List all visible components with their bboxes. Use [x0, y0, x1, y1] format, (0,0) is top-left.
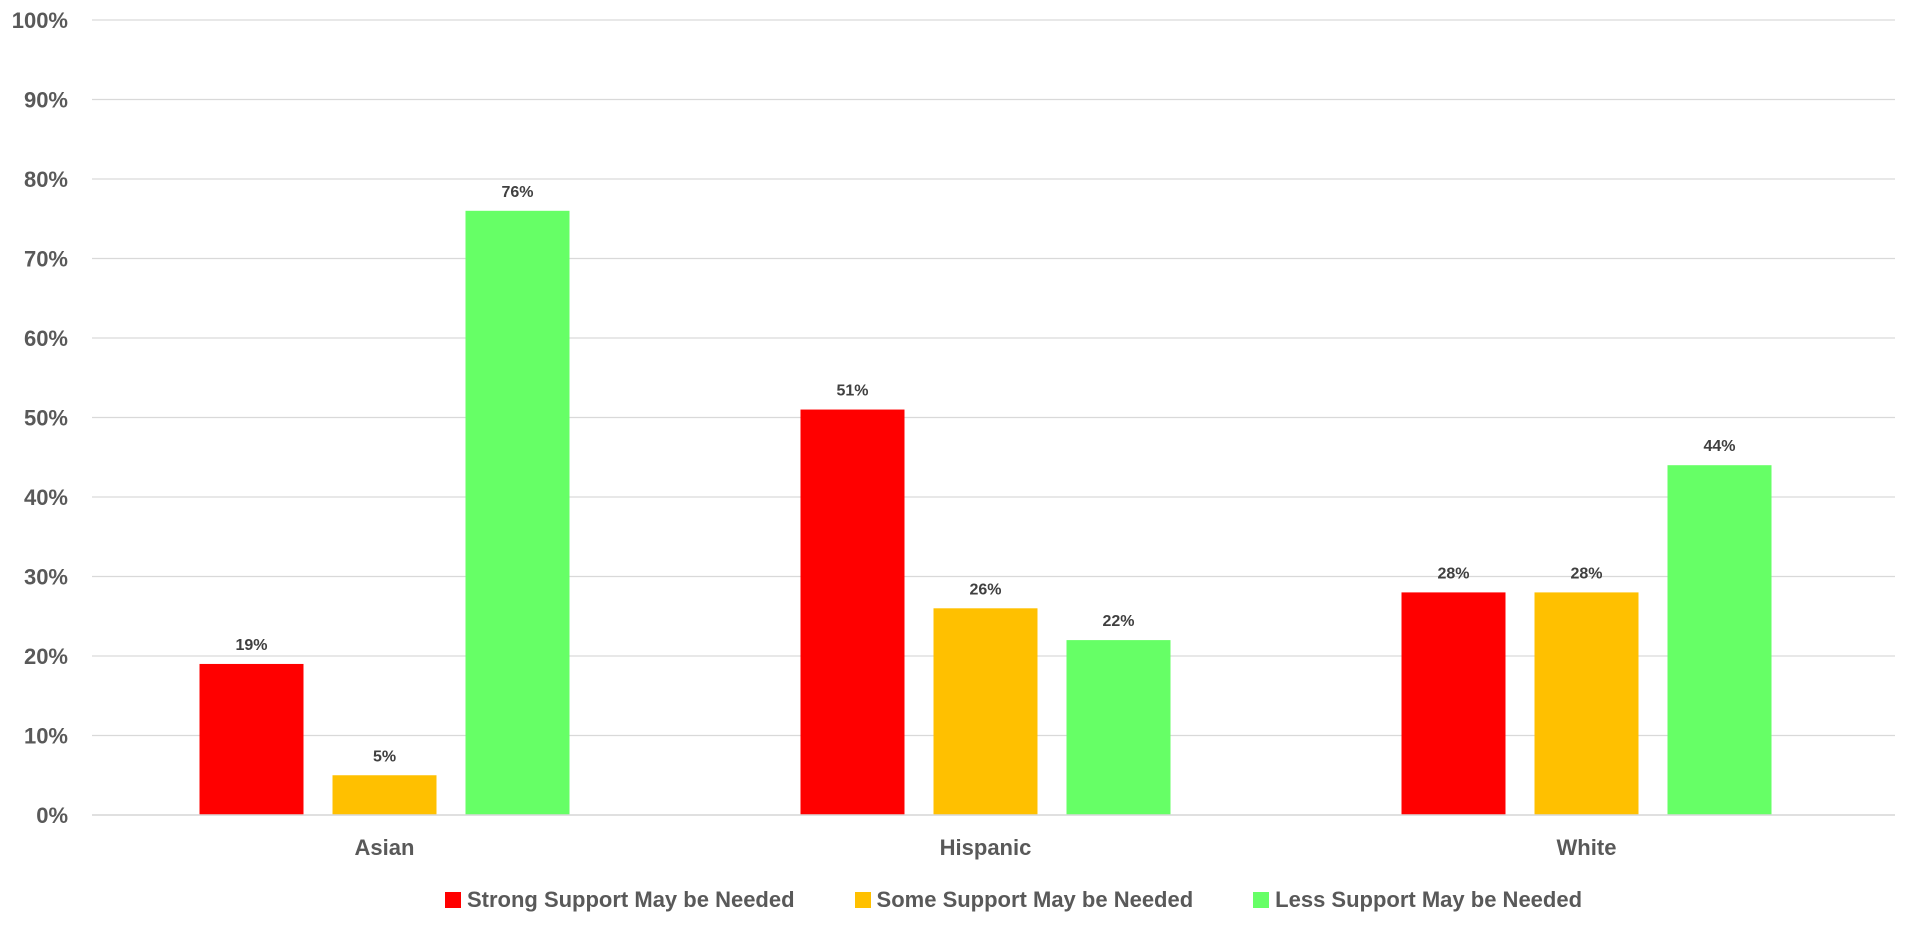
bar — [1066, 640, 1171, 815]
bar — [1401, 592, 1506, 815]
data-label: 28% — [1437, 565, 1469, 582]
y-tick-label: 70% — [24, 247, 68, 272]
bar — [1667, 465, 1772, 815]
bar — [465, 210, 570, 816]
legend-swatch — [854, 892, 871, 908]
y-tick-label: 100% — [12, 8, 68, 33]
data-label: 76% — [501, 184, 533, 201]
bar — [933, 608, 1038, 815]
legend-item: Less Support May be Needed — [1253, 887, 1582, 913]
legend-swatch — [1253, 892, 1270, 908]
legend-swatch — [444, 892, 461, 908]
y-tick-label: 30% — [24, 565, 68, 590]
y-tick-label: 20% — [24, 644, 68, 669]
data-label: 26% — [969, 581, 1001, 598]
data-label: 44% — [1703, 438, 1735, 455]
data-label: 5% — [373, 748, 396, 765]
x-tick-label: White — [1557, 835, 1617, 860]
data-label: 19% — [235, 637, 267, 654]
x-tick-label: Hispanic — [940, 835, 1032, 860]
x-tick-label: Asian — [355, 835, 415, 860]
bar — [332, 775, 437, 815]
y-tick-label: 90% — [24, 88, 68, 113]
data-label: 51% — [836, 383, 868, 400]
legend-item: Strong Support May be Needed — [444, 887, 795, 913]
legend-item: Some Support May be Needed — [854, 887, 1194, 913]
y-tick-label: 40% — [24, 485, 68, 510]
legend-label: Strong Support May be Needed — [466, 887, 795, 912]
bar — [199, 663, 304, 815]
y-tick-label: 80% — [24, 167, 68, 192]
legend: Strong Support May be Needed Some Support… — [60, 880, 1907, 920]
data-label: 22% — [1102, 613, 1134, 630]
bar — [1534, 592, 1639, 815]
y-tick-label: 50% — [24, 406, 68, 431]
legend-label: Less Support May be Needed — [1275, 887, 1583, 912]
bar-chart-svg: 0% 10% 20% 30% 40% 50% 60% 70% 80% 90% 100% 19% 5% 76… — [12, 8, 1895, 860]
y-tick-label: 0% — [36, 803, 68, 828]
y-tick-label: 10% — [24, 724, 68, 749]
y-tick-label: 60% — [24, 326, 68, 351]
data-label: 28% — [1570, 565, 1602, 582]
bar — [800, 409, 905, 815]
legend-label: Some Support May be Needed — [876, 887, 1194, 912]
